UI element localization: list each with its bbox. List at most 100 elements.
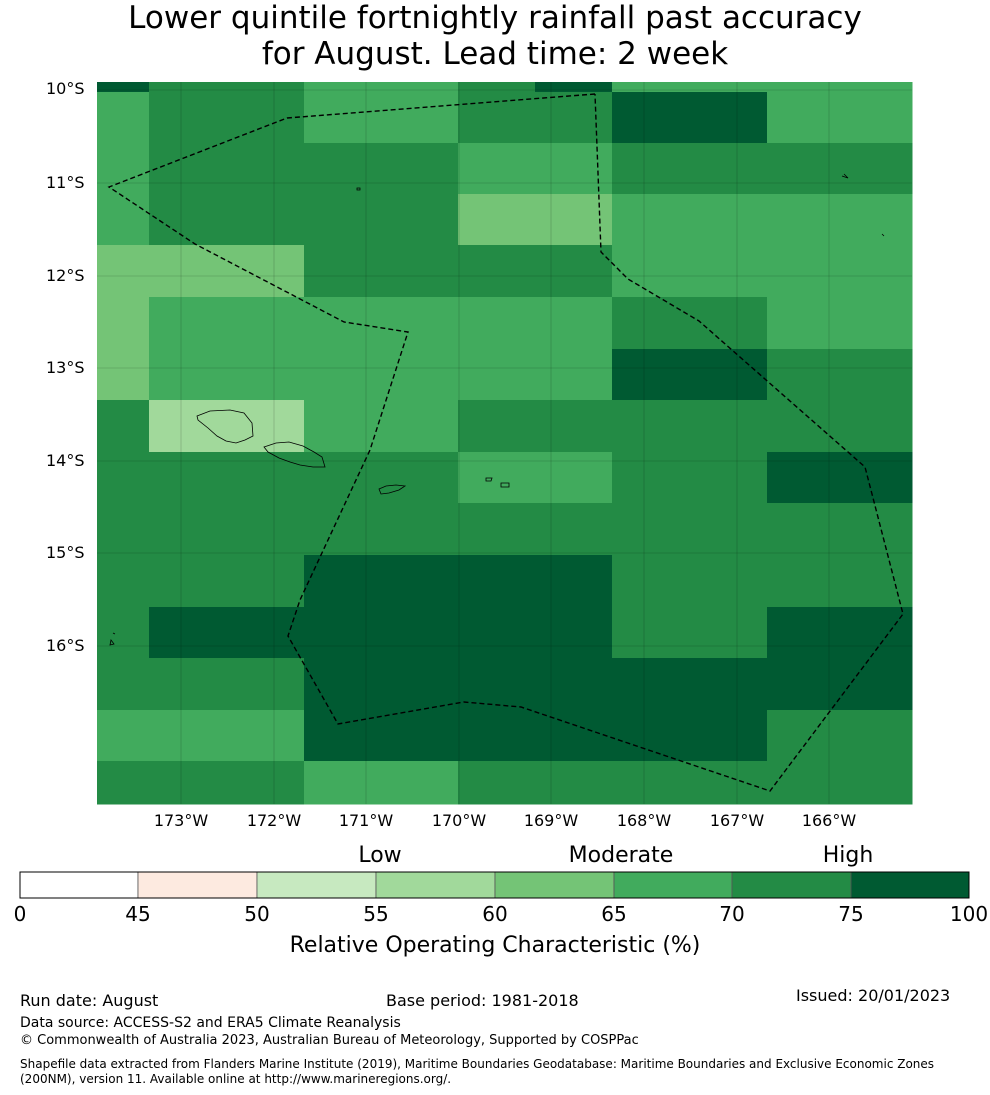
grid-cell	[381, 452, 459, 504]
colorbar-tick: 70	[719, 902, 745, 926]
grid-cell	[149, 82, 227, 93]
grid-cell	[381, 245, 459, 298]
grid-cell	[304, 92, 382, 144]
grid-cell	[690, 349, 768, 401]
grid-cell	[226, 194, 305, 246]
grid-cell	[458, 245, 536, 298]
grid-cell	[458, 143, 536, 195]
grid-cell	[535, 607, 613, 659]
grid-cell	[381, 349, 459, 401]
grid-cell	[304, 607, 382, 659]
grid-cell	[690, 297, 768, 350]
colorbar-tick: 65	[601, 902, 627, 926]
grid-cell	[149, 761, 227, 805]
grid-cell	[535, 349, 613, 401]
colorbar-tick: 100	[949, 902, 989, 926]
grid-cell	[458, 349, 536, 401]
grid-cell	[226, 245, 305, 298]
grid-cell	[690, 710, 768, 762]
grid-cell	[535, 503, 613, 556]
grid-cell	[767, 452, 845, 504]
grid-cell	[612, 245, 691, 298]
grid-cell	[535, 555, 613, 608]
grid-cell	[149, 710, 227, 762]
grid-cell	[304, 710, 382, 762]
grid-cell	[97, 555, 150, 608]
grid-cell	[767, 297, 845, 350]
lon-label: 170°W	[431, 811, 487, 830]
grid-cell	[767, 503, 845, 556]
grid-cell	[226, 82, 305, 93]
category-high: High	[822, 843, 874, 868]
island-savaii	[196, 409, 254, 444]
grid-cell	[612, 503, 691, 556]
grid-cell	[381, 658, 459, 711]
grid-cell	[535, 710, 613, 762]
grid-cell	[690, 452, 768, 504]
grid-cell	[612, 400, 691, 453]
colorbar-tick: 75	[838, 902, 864, 926]
grid-cell	[767, 400, 845, 453]
island-upolu	[263, 441, 326, 468]
grid-cell	[97, 400, 150, 453]
issued-date: Issued: 20/01/2023	[796, 986, 951, 1005]
grid-cell	[149, 400, 227, 453]
grid-cell	[149, 607, 227, 659]
grid-cell	[612, 349, 691, 401]
category-low: Low	[358, 843, 402, 868]
grid-cell	[304, 400, 382, 453]
grid-cell	[149, 349, 227, 401]
grid-cell	[690, 143, 768, 195]
colorbar-tick: 0	[13, 902, 27, 926]
grid-cell	[690, 503, 768, 556]
lat-label: 16°S	[46, 636, 85, 655]
grid-cell	[381, 194, 459, 246]
grid-cell	[381, 297, 459, 350]
grid-cell	[844, 297, 913, 350]
lon-label: 166°W	[801, 811, 857, 830]
grid-cell	[304, 658, 382, 711]
grid-cell	[690, 658, 768, 711]
grid-cell	[690, 400, 768, 453]
grid-cell	[767, 143, 845, 195]
lon-label: 168°W	[616, 811, 672, 830]
lat-label: 15°S	[46, 543, 85, 562]
grid-cell	[458, 503, 536, 556]
grid-cell	[226, 555, 305, 608]
grid-cell	[97, 143, 150, 195]
grid-cell	[535, 82, 613, 93]
colorbar-tick: 50	[244, 902, 270, 926]
grid-cell	[612, 194, 691, 246]
lat-label: 10°S	[46, 79, 85, 98]
grid-cell	[226, 92, 305, 144]
grid-cell	[690, 82, 768, 93]
colorbar-swatch	[494, 871, 615, 899]
grid-cell	[304, 503, 382, 556]
category-moderate: Moderate	[568, 843, 674, 868]
grid-cell	[690, 555, 768, 608]
grid-cell	[381, 82, 459, 93]
grid-cell	[304, 555, 382, 608]
colorbar-swatch	[731, 871, 852, 899]
grid-cell	[844, 245, 913, 298]
grid-cell	[844, 349, 913, 401]
run-date: Run date: August	[20, 991, 159, 1010]
grid-cell	[304, 82, 382, 93]
colorbar-label: Relative Operating Characteristic (%)	[289, 933, 701, 958]
grid-cell	[149, 452, 227, 504]
grid-cell	[535, 92, 613, 144]
grid-cell	[458, 710, 536, 762]
grid-cell	[381, 92, 459, 144]
island-tau	[500, 482, 510, 488]
colorbar-swatch	[256, 871, 377, 899]
grid-cell	[844, 658, 913, 711]
grid-cell	[612, 658, 691, 711]
shapefile-credit-line-2: (200NM), version 11. Available online at…	[20, 1072, 452, 1086]
lon-label: 172°W	[246, 811, 302, 830]
grid-cell	[535, 297, 613, 350]
grid-cell	[97, 710, 150, 762]
colorbar-outline	[19, 871, 970, 899]
grid-cell	[458, 297, 536, 350]
title-line-2: for August. Lead time: 2 week	[261, 36, 729, 72]
grid-cell	[149, 503, 227, 556]
